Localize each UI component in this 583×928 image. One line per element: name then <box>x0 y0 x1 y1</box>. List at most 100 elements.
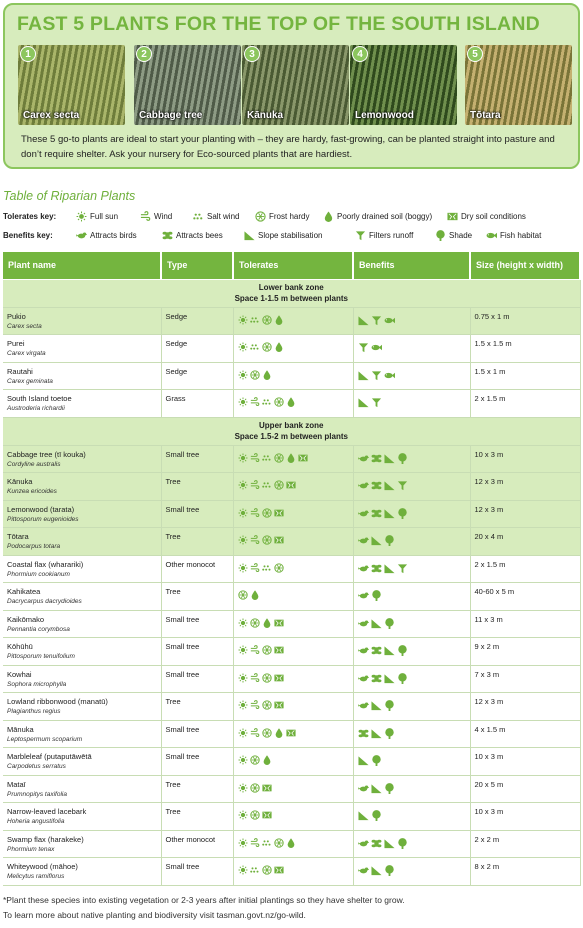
frost-icon <box>261 314 272 325</box>
key-item: Shade <box>435 228 472 242</box>
tolerates-cell <box>233 802 354 831</box>
frost-icon <box>261 507 272 518</box>
zone-header: Lower bank zone Space 1-1.5 m between pla… <box>3 278 581 308</box>
sun-icon <box>237 369 248 380</box>
table-row: Purei Carex virgata Sedge 1.5 x 1.5 m <box>3 334 581 363</box>
tolerates-cell <box>233 774 354 803</box>
plant-type-cell: Small tree <box>161 747 234 776</box>
footnote-learn-more: To learn more about native planting and … <box>3 910 306 920</box>
size-cell: 1.5 x 1.5 m <box>470 334 581 363</box>
filter-icon <box>397 480 408 491</box>
tolerates-cell <box>233 472 354 501</box>
key-item-label: Wind <box>154 211 173 221</box>
bee-icon <box>162 230 176 241</box>
plant-latin-name: Melicytus ramiflorus <box>7 873 65 880</box>
riparian-plants-table: Plant name Type Tolerates Benefits Size … <box>3 252 581 886</box>
bird-icon <box>357 563 369 574</box>
sun-icon <box>237 837 248 848</box>
tolerates-cell <box>233 857 354 886</box>
plant-type: Other monocot <box>165 559 216 569</box>
plant-size: 40-60 x 5 m <box>474 587 515 596</box>
tolerates-cell <box>233 389 354 418</box>
dry-soil-icon <box>273 700 284 710</box>
size-cell: 20 x 4 m <box>470 527 581 556</box>
plant-type-cell: Tree <box>161 802 234 831</box>
plant-photo: 2 Cabbage tree <box>134 45 241 125</box>
plant-latin-name: Carex geminata <box>7 377 53 385</box>
wind-icon <box>250 727 260 738</box>
plant-type: Other monocot <box>165 834 216 844</box>
plant-type: Grass <box>165 394 186 403</box>
sun-icon <box>237 727 248 738</box>
frost-icon <box>249 755 260 765</box>
plant-type-cell: Tree <box>161 692 234 721</box>
plant-name-cell: Tōtara Podocarpus totara <box>3 527 162 556</box>
shade-icon <box>371 755 382 766</box>
photo-label: Kānuka <box>247 110 284 121</box>
salt-wind-icon <box>193 211 207 222</box>
shade-icon <box>397 507 408 519</box>
table-row: Tōtara Podocarpus totara Tree 20 x 4 m <box>3 527 581 556</box>
size-cell: 11 x 3 m <box>470 609 581 638</box>
slope-icon <box>357 755 369 766</box>
plant-name-cell: Kaikōmako Pennantia corymbosa <box>3 609 162 638</box>
key-item-label: Slope stabilisation <box>258 230 323 240</box>
plant-type-cell: Sedge <box>161 306 234 335</box>
table-row: Kōhūhū Pittosporum tenuifolium Small tree 9… <box>3 637 581 666</box>
col-header-size: Size (height x width) <box>470 252 581 279</box>
filter-icon <box>397 563 408 574</box>
size-cell: 4 x 1.5 m <box>470 719 581 748</box>
zone-header-row: Lower bank zone Space 1-1.5 m between pla… <box>3 278 581 308</box>
shade-icon <box>371 590 382 601</box>
sun-icon <box>237 480 248 490</box>
plant-type-cell: Sedge <box>161 334 234 363</box>
benefits-cell <box>353 444 471 473</box>
dry-soil-icon <box>261 810 272 820</box>
fish-icon <box>384 315 395 326</box>
plant-name: Lemonwood (tarata) <box>7 504 75 514</box>
plant-name-cell: Pukio Carex secta <box>3 306 162 335</box>
sun-icon <box>237 535 248 545</box>
frost-icon <box>273 837 284 848</box>
key-item-label: Filters runoff <box>369 230 414 240</box>
key-item-label: Salt wind <box>207 211 240 221</box>
plant-type-cell: Small tree <box>161 444 234 473</box>
shade-icon <box>371 810 382 821</box>
frost-icon <box>237 590 248 600</box>
wind-icon <box>250 837 260 848</box>
plant-latin-name: Hoheria angustifolia <box>7 818 65 825</box>
plant-name: Kōhūhū <box>7 642 33 651</box>
plant-name-cell: Kahikatea Dacrycarpus dacrydioides <box>3 582 162 611</box>
plant-name: Purei <box>7 339 25 348</box>
size-cell: 2 x 2 m <box>470 829 581 858</box>
photo-label: Lemonwood <box>355 110 414 121</box>
tolerates-key: Tolerates key: Full sun Wind Salt wind Fros… <box>3 209 580 223</box>
plant-name-cell: Cabbage tree (tī kouka) Cordyline austral… <box>3 444 162 473</box>
plant-type-cell: Grass <box>161 389 234 418</box>
size-cell: 12 x 3 m <box>470 472 581 501</box>
dry-soil-icon <box>273 865 284 875</box>
benefits-key: Benefits key: Attracts birds Attracts bee… <box>3 228 580 242</box>
plant-latin-name: Phormium tenax <box>7 845 55 853</box>
plant-name: Lowland ribbonwood (manatū) <box>7 697 108 706</box>
salt-wind-icon <box>261 838 272 848</box>
plant-name-cell: Kōhūhū Pittosporum tenuifolium <box>3 637 162 666</box>
panel-description: These 5 go-to plants are ideal to start … <box>21 134 555 160</box>
bird-icon <box>357 480 369 491</box>
fish-icon <box>486 230 500 241</box>
benefits-key-label: Benefits key: <box>3 231 53 240</box>
table-title: Table of Riparian Plants <box>3 189 136 203</box>
frost-icon <box>273 397 284 407</box>
benefits-cell <box>353 361 471 390</box>
benefits-cell <box>353 857 471 886</box>
key-item: Attracts bees <box>162 228 223 242</box>
plant-type-cell: Tree <box>161 582 234 611</box>
plant-name-cell: Mānuka Leptospermum scoparium <box>3 719 162 748</box>
key-item: Fish habitat <box>486 228 541 242</box>
plant-size: 10 x 3 m <box>474 449 504 459</box>
tolerates-cell <box>233 692 354 721</box>
plant-type: Small tree <box>165 642 200 651</box>
slope-icon <box>370 535 382 546</box>
salt-wind-icon <box>261 397 272 407</box>
col-header-tolerates: Tolerates <box>233 252 354 279</box>
